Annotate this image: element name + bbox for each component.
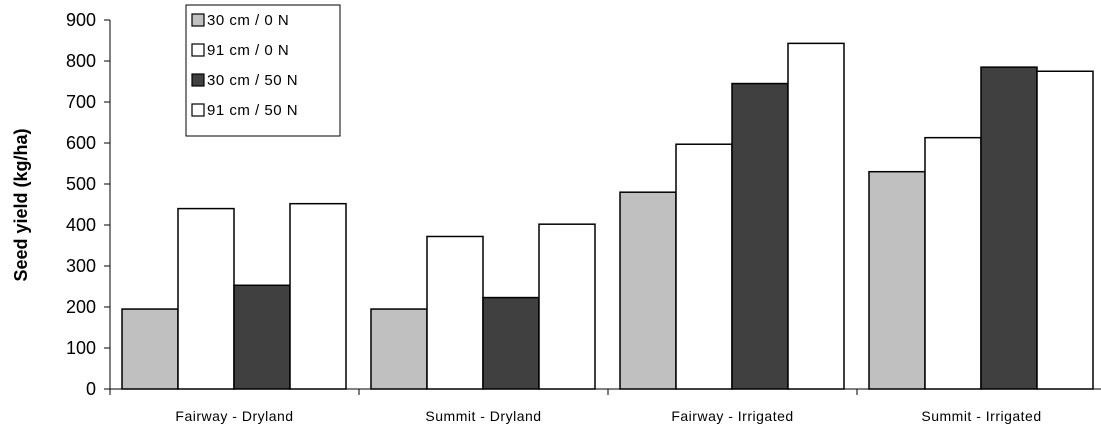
bar xyxy=(370,308,428,390)
bar xyxy=(482,296,540,390)
x-category-label: Summit - Dryland xyxy=(425,408,541,424)
legend-label: 30 cm / 50 N xyxy=(207,72,298,89)
y-tick-label: 800 xyxy=(66,51,96,71)
y-tick-label: 0 xyxy=(86,379,96,399)
bar xyxy=(538,223,596,390)
y-ticks: 0 100 200 300 400 500 600 700 800 900 xyxy=(66,10,110,399)
legend: 30 cm / 0 N 91 cm / 0 N 30 cm / 50 N 91 cm … xyxy=(185,4,341,137)
bar xyxy=(121,308,179,390)
bar xyxy=(619,191,677,390)
legend-label: 91 cm / 0 N xyxy=(207,42,289,59)
bar xyxy=(868,170,926,390)
y-tick-label: 200 xyxy=(66,297,96,317)
x-category-label: Summit - Irrigated xyxy=(921,408,1041,424)
y-tick-label: 300 xyxy=(66,256,96,276)
y-tick-label: 900 xyxy=(66,10,96,30)
bars xyxy=(121,42,1094,390)
legend-swatch xyxy=(191,13,205,27)
bar xyxy=(787,42,845,390)
bar xyxy=(426,235,484,390)
bar xyxy=(924,136,982,390)
legend-box xyxy=(185,4,341,137)
y-tick-label: 600 xyxy=(66,133,96,153)
bar xyxy=(1036,70,1094,390)
legend-swatch xyxy=(191,103,205,117)
bar xyxy=(980,66,1038,390)
bar xyxy=(177,207,235,390)
y-tick-label: 500 xyxy=(66,174,96,194)
legend-label: 91 cm / 50 N xyxy=(207,102,298,119)
bar xyxy=(289,202,347,390)
x-category-label: Fairway - Irrigated xyxy=(671,408,793,424)
y-tick-label: 700 xyxy=(66,92,96,112)
y-tick-label: 400 xyxy=(66,215,96,235)
legend-label: 30 cm / 0 N xyxy=(207,12,289,29)
y-tick-label: 100 xyxy=(66,338,96,358)
legend-swatch xyxy=(191,73,205,87)
bar xyxy=(233,284,291,390)
category-labels: Fairway - Dryland Summit - Dryland Fairway… xyxy=(175,408,1041,424)
bar xyxy=(731,82,789,390)
y-axis-title: Seed yield (kg/ha) xyxy=(11,128,31,281)
bar xyxy=(675,143,733,390)
x-category-label: Fairway - Dryland xyxy=(175,408,293,424)
legend-swatch xyxy=(191,43,205,57)
x-ticks xyxy=(109,389,858,395)
